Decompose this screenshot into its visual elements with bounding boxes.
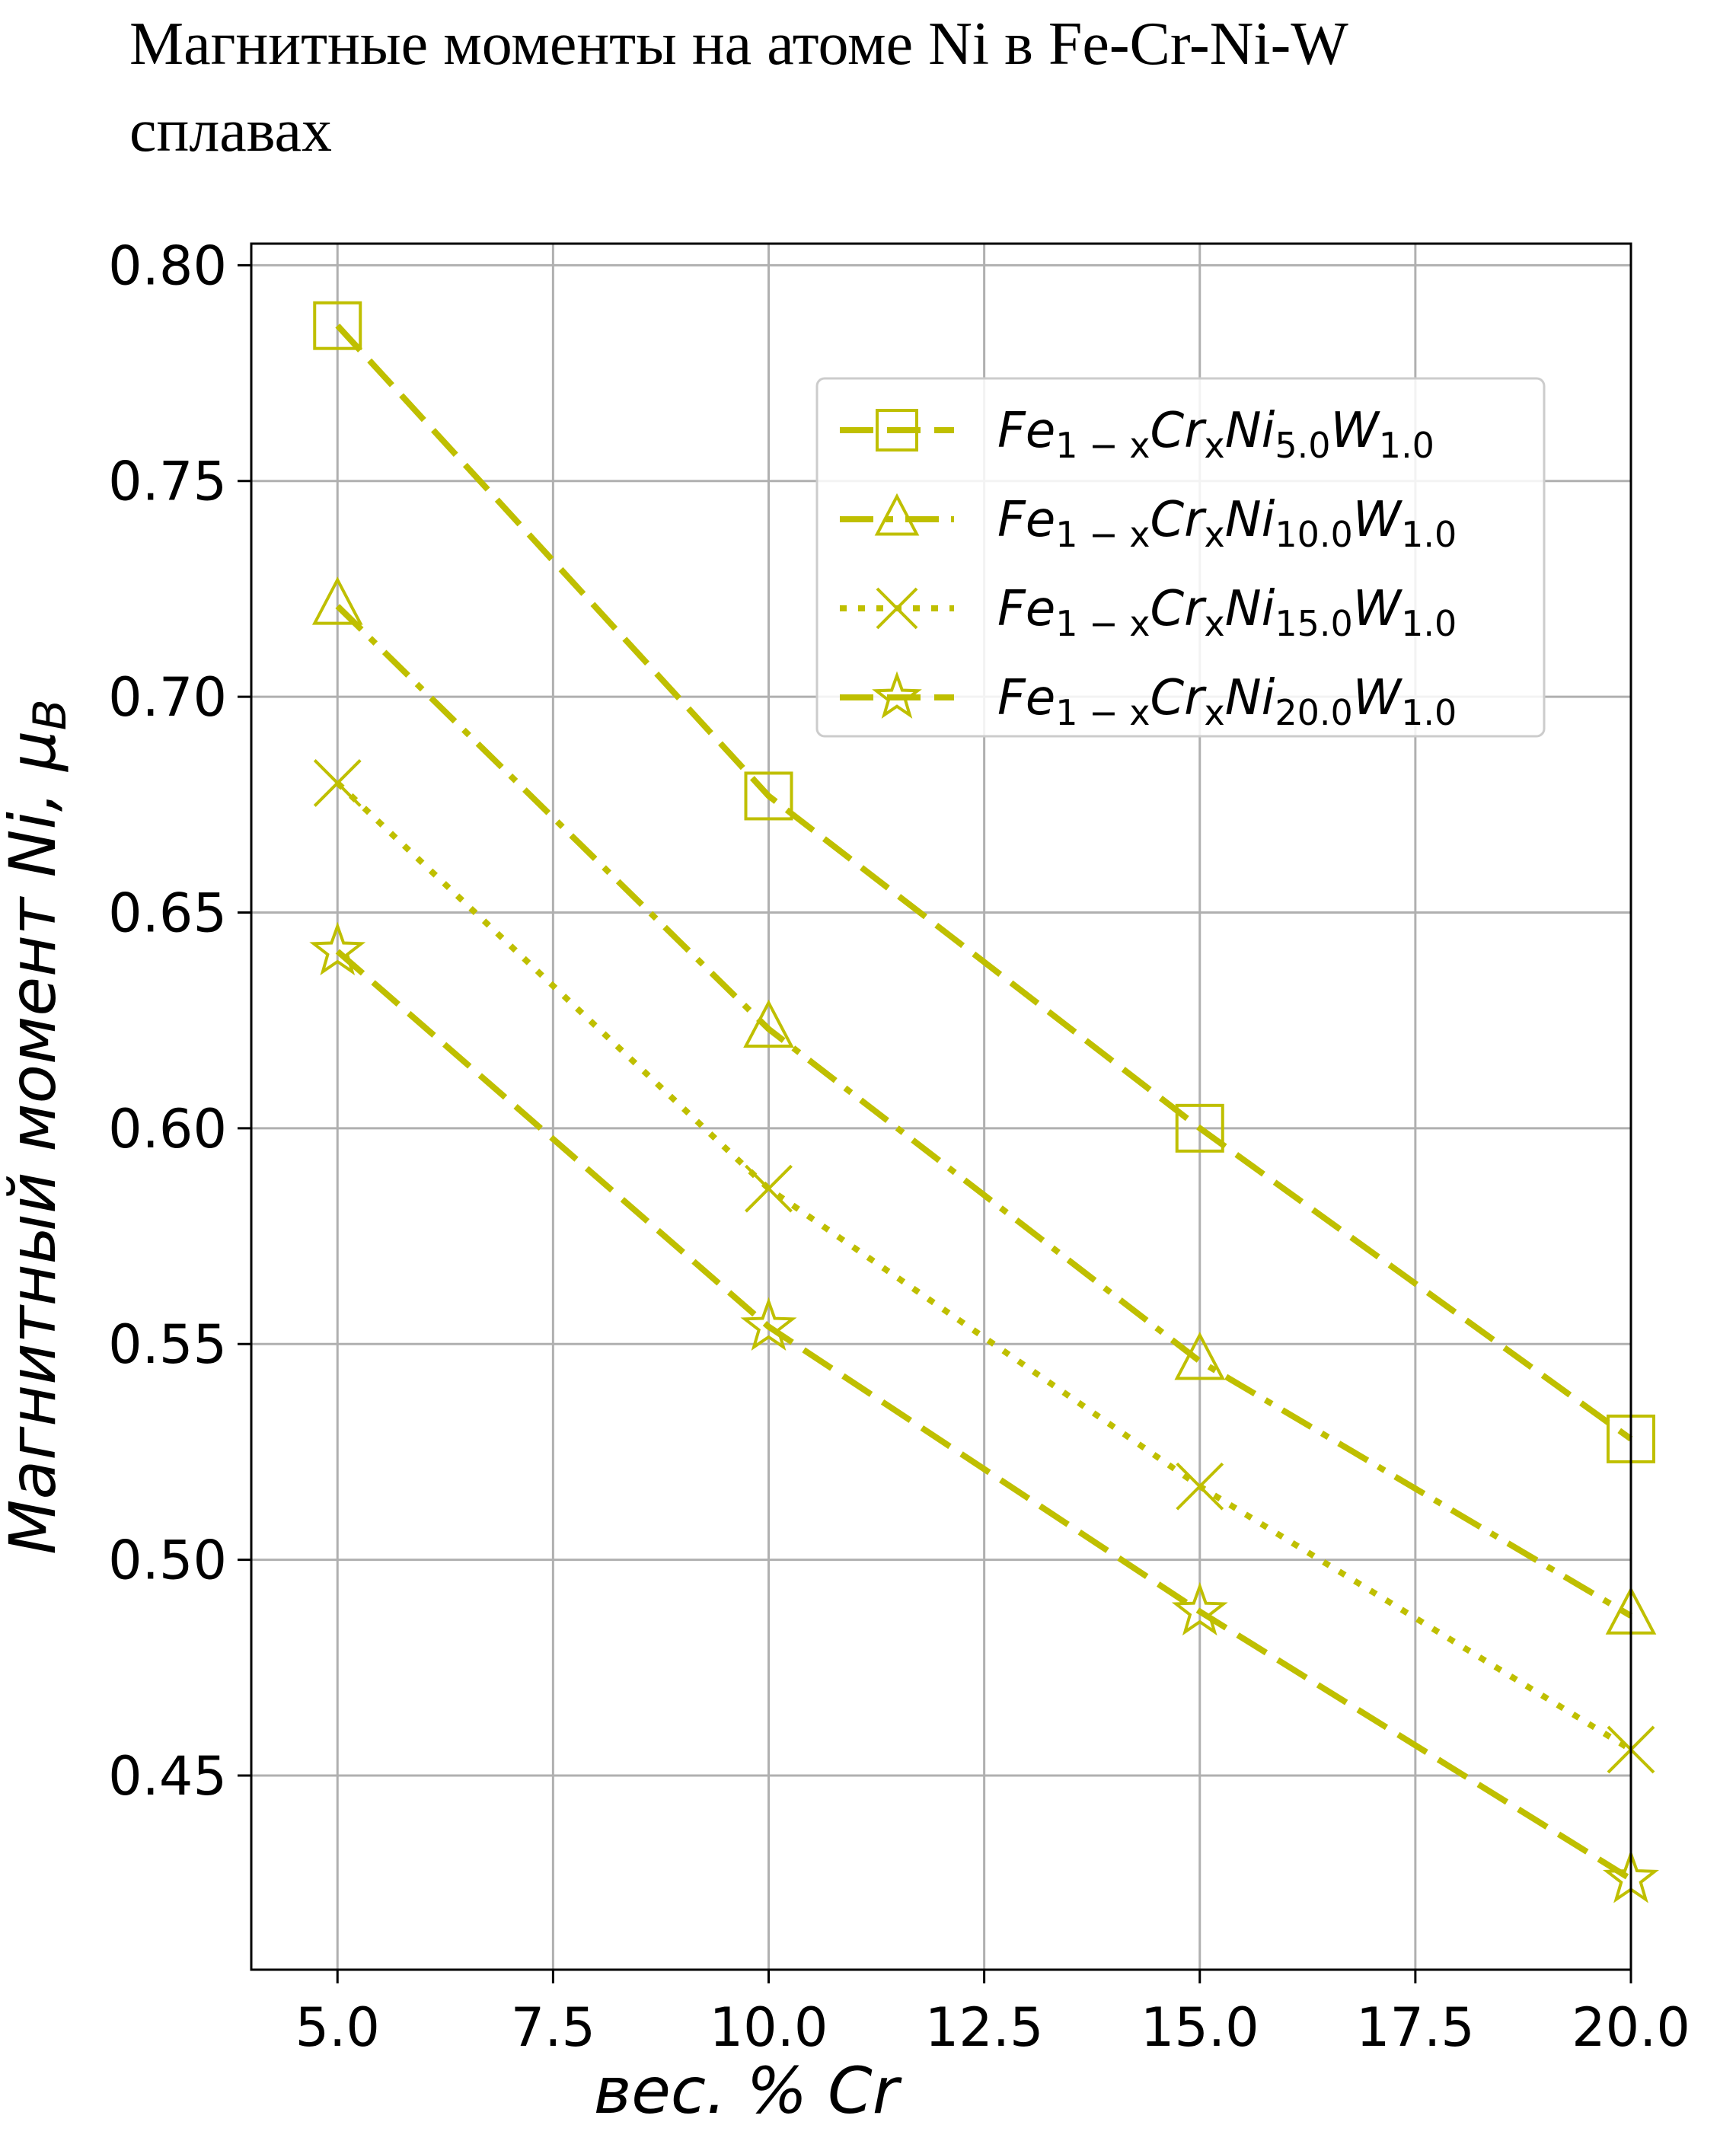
legend-label-main: Cr — [1150, 670, 1207, 726]
plot-frame — [250, 242, 1632, 1971]
chart-title-line-2: сплавах — [129, 97, 332, 164]
series-line — [335, 949, 1633, 1882]
legend-label-main: W — [1353, 670, 1403, 726]
series-line — [335, 780, 1633, 1753]
legend-label-subscript: 1.0 — [1379, 425, 1434, 466]
legend-label-main: Fe — [997, 492, 1055, 548]
y-axis-label: Магнитный момент Ni, μB — [0, 699, 77, 1555]
legend-label-subscript: x — [1204, 514, 1224, 555]
legend-label-main: Ni — [1225, 581, 1275, 637]
legend-label-main: Cr — [1150, 581, 1207, 637]
legend-label: Fe1 − xCrxNi15.0W1.0 — [997, 581, 1457, 644]
data-point-square — [744, 771, 793, 821]
legend-label-subscript: x — [1204, 603, 1224, 644]
legend-label-subscript: 1 − x — [1055, 514, 1150, 555]
legend-label-subscript: 5.0 — [1275, 425, 1330, 466]
legend-label-subscript: 20.0 — [1275, 692, 1352, 733]
y-axis-label-main: Магнитный момент Ni, μ — [0, 730, 70, 1554]
data-point-star — [309, 921, 366, 975]
legend-label-subscript: 10.0 — [1275, 514, 1352, 555]
data-point-triangle — [311, 576, 363, 625]
series-line — [335, 323, 1633, 1442]
legend-label-main: Fe — [997, 670, 1055, 726]
data-point-triangle — [743, 999, 794, 1048]
legend-label-subscript: 1 − x — [1055, 425, 1150, 466]
y-tick-label: 0.65 — [108, 882, 227, 944]
y-axis-label-subscript: B — [24, 699, 77, 730]
legend-box — [815, 377, 1546, 738]
data-point-x — [313, 759, 362, 807]
legend-label-subscript: 15.0 — [1275, 603, 1352, 644]
legend-label-subscript: 1 − x — [1055, 692, 1150, 733]
legend-label-main: Ni — [1225, 492, 1275, 548]
legend-entry-4: Fe1 − xCrxNi20.0W1.0 — [840, 670, 1457, 733]
legend-entry-3: Fe1 − xCrxNi15.0W1.0 — [840, 581, 1457, 644]
legend-label: Fe1 − xCrxNi10.0W1.0 — [997, 492, 1457, 555]
legend-label-main: W — [1353, 492, 1403, 548]
legend-entry-2: Fe1 − xCrxNi10.0W1.0 — [840, 492, 1457, 555]
x-tick-label: 17.5 — [1356, 1996, 1475, 2059]
data-point-x — [1176, 1462, 1224, 1511]
legend-label-subscript: x — [1204, 425, 1224, 466]
data-point-square — [1175, 1103, 1224, 1153]
y-tick-label: 0.45 — [108, 1745, 227, 1808]
legend-label-subscript: x — [1204, 692, 1224, 733]
legend-label: Fe1 − xCrxNi20.0W1.0 — [997, 670, 1457, 733]
x-tick-label: 15.0 — [1141, 1996, 1259, 2059]
data-point-triangle — [1174, 1332, 1226, 1380]
y-tick-label: 0.75 — [108, 451, 227, 513]
series-4 — [309, 921, 1660, 1903]
x-axis-label: вес. % Cr — [594, 2053, 902, 2128]
legend-label-main: Fe — [997, 581, 1055, 637]
legend-label-subscript: 1.0 — [1401, 692, 1457, 733]
legend-entry-1: Fe1 − xCrxNi5.0W1.0 — [840, 403, 1434, 466]
legend-label-main: Ni — [1225, 670, 1275, 726]
legend-label-subscript: 1.0 — [1401, 514, 1457, 555]
legend-marker-star — [872, 671, 922, 719]
y-tick-label: 0.70 — [108, 666, 227, 729]
legend-marker-x — [876, 587, 918, 630]
legend-marker-square — [876, 409, 918, 451]
data-point-star — [740, 1297, 797, 1351]
series-layer — [309, 301, 1660, 1903]
legend-marker-triangle — [874, 493, 920, 536]
x-tick-label: 7.5 — [511, 1996, 595, 2059]
legend-label-main: Ni — [1225, 403, 1275, 459]
x-tick-label: 20.0 — [1572, 1996, 1690, 2059]
y-tick-label: 0.60 — [108, 1098, 227, 1160]
data-point-square — [313, 301, 362, 350]
data-point-x — [745, 1164, 793, 1213]
legend-label-main: Cr — [1150, 403, 1207, 459]
legend-label-main: Cr — [1150, 492, 1207, 548]
y-tick-label: 0.80 — [108, 235, 227, 297]
series-line — [335, 604, 1633, 1619]
ticks: 5.0 7.5 10.0 12.5 15.0 17.5 20.0 0.45 0.50 0.55 0.… — [108, 235, 1690, 2059]
x-tick-label: 5.0 — [295, 1996, 380, 2059]
data-point-star — [1171, 1581, 1228, 1636]
legend-label: Fe1 − xCrxNi5.0W1.0 — [997, 403, 1434, 466]
x-tick-label: 10.0 — [710, 1996, 828, 2059]
legend-label-subscript: 1 − x — [1055, 603, 1150, 644]
y-tick-label: 0.50 — [108, 1530, 227, 1592]
x-tick-label: 12.5 — [925, 1996, 1044, 2059]
legend-label-main: W — [1353, 581, 1403, 637]
legend-label-subscript: 1.0 — [1401, 603, 1457, 644]
chart-title-line-1: Магнитные моменты на атоме Ni в Fe-Cr-Ni… — [129, 11, 1348, 78]
legend-label-main: W — [1331, 403, 1381, 459]
y-tick-label: 0.55 — [108, 1313, 227, 1376]
legend-label-main: Fe — [997, 403, 1055, 459]
